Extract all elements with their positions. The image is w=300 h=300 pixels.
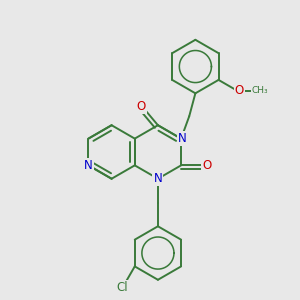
Text: N: N bbox=[84, 159, 93, 172]
Text: Cl: Cl bbox=[116, 281, 128, 294]
Text: O: O bbox=[202, 159, 212, 172]
Text: N: N bbox=[154, 172, 162, 185]
Text: N: N bbox=[178, 132, 187, 145]
Text: O: O bbox=[235, 84, 244, 97]
Text: O: O bbox=[136, 100, 146, 113]
Text: CH₃: CH₃ bbox=[252, 86, 268, 95]
